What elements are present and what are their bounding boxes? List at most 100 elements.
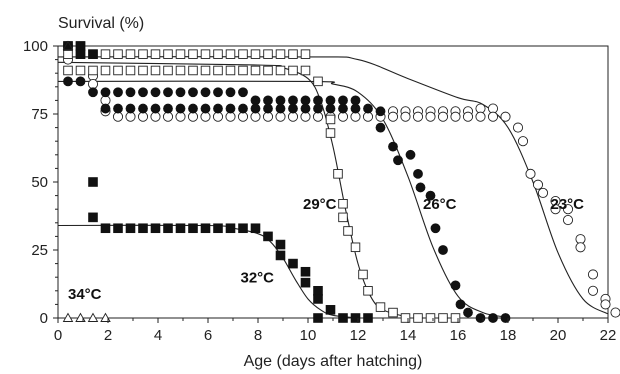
- x-tick-label: 0: [54, 327, 62, 344]
- data-point: [263, 65, 273, 76]
- data-point: [188, 87, 198, 98]
- series-labels: 23°C 26°C 29°C 32°C 34°C: [68, 196, 584, 303]
- x-tick-label: 16: [450, 327, 467, 344]
- data-point: [238, 65, 248, 76]
- data-point: [125, 103, 136, 114]
- data-point: [425, 313, 436, 323]
- data-point: [63, 49, 73, 59]
- x-tick-label: 18: [500, 327, 517, 344]
- data-point: [405, 149, 416, 160]
- data-point: [62, 40, 74, 50]
- data-point: [100, 95, 111, 106]
- data-point: [162, 111, 174, 122]
- data-point: [250, 95, 261, 106]
- data-point: [213, 103, 223, 114]
- data-point: [225, 103, 236, 114]
- data-point: [438, 313, 448, 323]
- axes: 0 2 4 6 8 10 12 14 16 18 20 22 0 25 50 75 100: [23, 38, 616, 344]
- data-point: [358, 269, 368, 280]
- data-point: [175, 87, 186, 98]
- data-point: [263, 103, 273, 114]
- data-point: [188, 223, 198, 234]
- data-point: [112, 111, 124, 122]
- data-point: [587, 285, 599, 296]
- data-point: [325, 128, 336, 138]
- data-point: [200, 87, 211, 98]
- data-point: [300, 65, 311, 76]
- data-point: [187, 111, 199, 122]
- data-point: [413, 313, 423, 323]
- data-point: [100, 87, 111, 98]
- data-point: [163, 49, 173, 59]
- data-point: [200, 223, 211, 234]
- data-point: [163, 103, 173, 114]
- data-point: [343, 226, 353, 236]
- data-point: [213, 49, 223, 59]
- data-point: [87, 312, 99, 322]
- data-point: [250, 111, 261, 122]
- data-point: [113, 65, 123, 76]
- data-point: [517, 136, 529, 147]
- data-point: [88, 65, 98, 76]
- data-point: [213, 223, 223, 234]
- x-tick-label: 22: [600, 327, 617, 344]
- x-axis-title: Age (days after hatching): [244, 353, 423, 370]
- data-point: [425, 190, 436, 201]
- data-point: [125, 223, 136, 234]
- data-point: [150, 103, 161, 114]
- data-point: [100, 103, 111, 114]
- data-point: [250, 223, 261, 234]
- series-label: 23°C: [551, 196, 585, 213]
- data-point: [312, 111, 324, 122]
- data-point: [550, 204, 561, 215]
- data-point: [562, 204, 574, 215]
- y-tick-label: 100: [23, 38, 48, 55]
- series-label: 32°C: [241, 270, 275, 287]
- data-point: [387, 111, 399, 122]
- data-point: [188, 103, 198, 114]
- data-point: [500, 111, 511, 122]
- data-point: [363, 313, 373, 323]
- data-point: [175, 49, 186, 59]
- data-point: [225, 49, 236, 59]
- data-point: [63, 65, 73, 76]
- data-point: [338, 313, 348, 323]
- data-point: [225, 111, 236, 122]
- data-point: [175, 111, 186, 122]
- data-point: [438, 245, 448, 255]
- data-point: [333, 169, 343, 179]
- data-point: [288, 103, 298, 114]
- data-point: [175, 103, 186, 114]
- data-point: [587, 269, 599, 280]
- data-point: [87, 79, 99, 90]
- data-point: [100, 49, 111, 59]
- data-point: [350, 313, 361, 323]
- x-tick-label: 12: [350, 327, 367, 344]
- data-point: [275, 250, 286, 261]
- data-point: [430, 223, 441, 234]
- data-point: [200, 103, 211, 114]
- x-tick-label: 4: [154, 327, 162, 344]
- data-point: [475, 313, 486, 323]
- data-point: [238, 103, 248, 114]
- data-point: [338, 103, 348, 114]
- y-axis-title: Survival (%): [58, 15, 144, 32]
- data-point: [263, 49, 273, 59]
- data-point: [500, 313, 511, 323]
- data-point: [138, 49, 148, 59]
- data-point: [300, 111, 311, 122]
- data-point: [138, 87, 148, 98]
- series-label: 29°C: [303, 196, 337, 213]
- data-point: [88, 87, 98, 98]
- data-point: [300, 266, 311, 277]
- data-point: [63, 76, 73, 87]
- data-point: [113, 103, 123, 114]
- data-point: [450, 280, 461, 291]
- data-point: [288, 95, 298, 106]
- data-point: [288, 258, 298, 269]
- data-point: [137, 111, 149, 122]
- data-point: [275, 49, 286, 59]
- data-point: [113, 49, 123, 59]
- data-point: [375, 302, 386, 312]
